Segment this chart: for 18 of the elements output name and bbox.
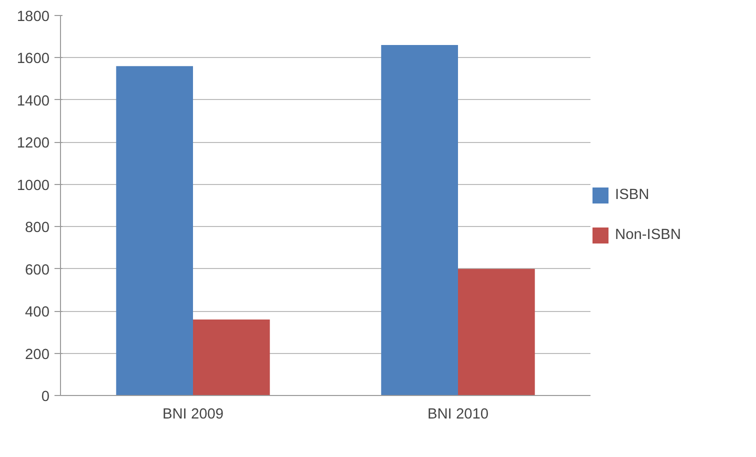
y-tick-label: 400	[25, 304, 50, 321]
bar	[381, 45, 458, 396]
x-tick-label: BNI 2010	[427, 406, 489, 422]
legend-label: Non-ISBN	[615, 227, 681, 243]
y-tick-label: 600	[25, 262, 50, 278]
y-tick-label: 1800	[16, 9, 50, 25]
y-tick-label: 200	[25, 346, 50, 363]
bar	[458, 268, 535, 396]
bar	[116, 66, 193, 396]
y-tick-label: 1200	[16, 136, 50, 152]
bar	[193, 320, 270, 396]
y-tick-label: 1000	[16, 178, 50, 194]
y-tick-label: 1400	[16, 93, 50, 110]
legend-label: ISBN	[615, 187, 650, 203]
y-tick-label: 1600	[16, 51, 50, 68]
x-tick-label: BNI 2009	[162, 406, 224, 422]
y-tick-label: 0	[41, 389, 50, 405]
y-tick-label: 800	[25, 220, 50, 236]
